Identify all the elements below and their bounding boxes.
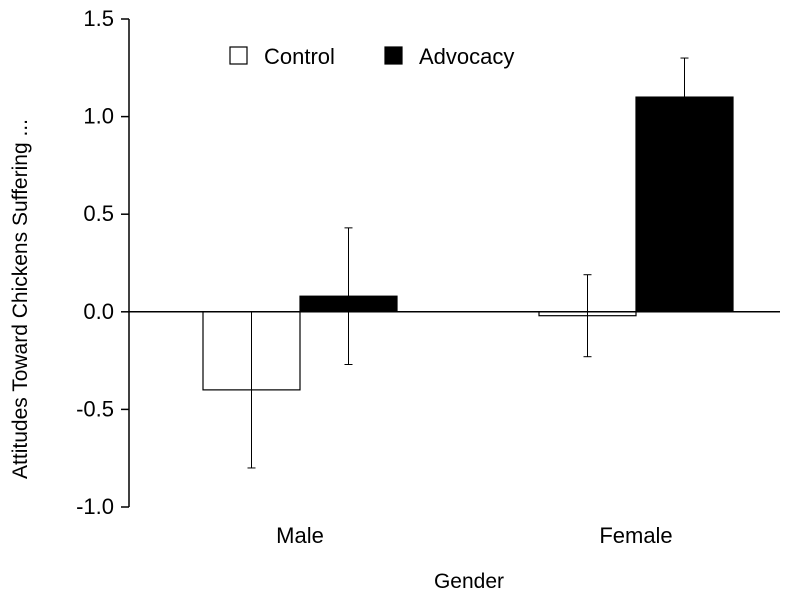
y-tick-label: -0.5	[76, 396, 114, 421]
y-tick-label: 1.0	[83, 104, 114, 129]
y-tick-label: 1.5	[83, 6, 114, 31]
bars	[202, 96, 734, 391]
legend-label-advocacy: Advocacy	[419, 44, 514, 69]
x-axis-tick-labels: Male Female	[276, 523, 673, 548]
x-tick-label: Female	[599, 523, 672, 548]
legend-swatch-advocacy	[384, 46, 403, 65]
y-axis: 1.5 1.0 0.5 0.0 -0.5 -1.0	[76, 6, 130, 519]
legend-label-control: Control	[264, 44, 335, 69]
x-tick-label: Male	[276, 523, 324, 548]
y-tick-label: 0.5	[83, 201, 114, 226]
x-axis-title: Gender	[434, 570, 504, 593]
legend-swatch-control	[229, 46, 248, 65]
y-axis-title: Attitudes Toward Chickens Suffering ...	[9, 119, 32, 479]
legend: Control Advocacy	[229, 44, 514, 69]
y-tick-label: 0.0	[83, 299, 114, 324]
error-bars	[247, 57, 689, 469]
y-tick-label: -1.0	[76, 494, 114, 519]
